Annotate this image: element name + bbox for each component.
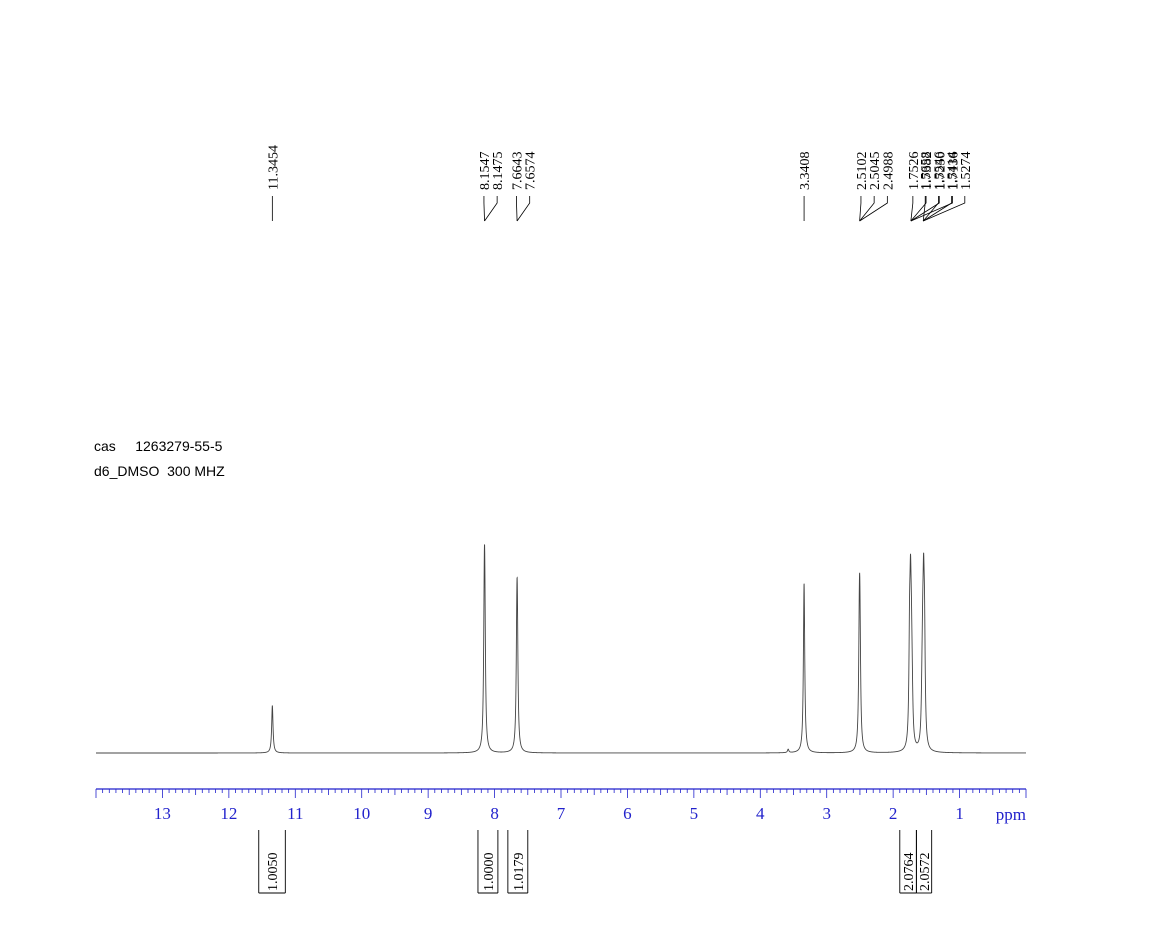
peak-leader-line [910, 196, 927, 222]
axis-tick-label: 2 [889, 804, 898, 823]
peak-label: 2.4988 [881, 152, 896, 191]
axis-tick-label: 6 [623, 804, 632, 823]
sample-solvent-label: d6_DMSO 300 MHZ [94, 463, 225, 479]
peak-leader-line [922, 196, 926, 222]
peak-label: 8.1475 [491, 152, 506, 191]
peak-leader-line [910, 196, 914, 222]
axis-tick-label: 8 [490, 804, 499, 823]
sample-cas-label: cas 1263279-55-5 [94, 438, 223, 454]
spectrum-layer [96, 544, 1026, 754]
peak-label: 7.6574 [524, 152, 539, 191]
axis-unit-label: ppm [996, 805, 1026, 824]
peak-label: 3.3408 [798, 152, 813, 191]
peak-leader-line [910, 196, 953, 222]
axis-tick-label: 5 [690, 804, 699, 823]
peak-leader-line [516, 196, 518, 222]
integral-value-label: 1.0000 [482, 853, 497, 892]
peak-label: 1.5414 [946, 152, 961, 191]
peak-label: 2.5045 [868, 152, 883, 191]
peak-label: 8.1547 [478, 152, 493, 191]
peak-leader-line [859, 196, 875, 222]
peak-label: 2.5102 [855, 152, 870, 191]
peak-leader-line [923, 196, 953, 222]
integral-value-label: 2.0764 [902, 853, 917, 892]
peak-label: 1.7526 [907, 152, 922, 191]
integrals-layer: 1.0050 1.0000 1.0179 2.0764 2.0572 [258, 830, 933, 894]
peak-label: 1.5658 [919, 152, 934, 191]
peak-label: 11.3454 [266, 145, 281, 190]
axis-tick-label: 12 [220, 804, 237, 823]
peak-leader-line [922, 196, 939, 222]
axis-tick-label: 7 [557, 804, 566, 823]
axis-tick-label: 4 [756, 804, 765, 823]
axis-tick-label: 1 [955, 804, 964, 823]
peak-leader-line [859, 196, 888, 222]
axis-tick-label: 9 [424, 804, 433, 823]
axis-tick-label: 11 [287, 804, 303, 823]
peak-leader-line [484, 196, 498, 222]
integral-value-label: 2.0572 [918, 853, 933, 892]
peak-label: 7.6643 [510, 152, 525, 191]
peak-label: 1.5546 [932, 152, 947, 191]
axis-tick-label: 13 [154, 804, 171, 823]
peak-label: 1.5274 [959, 152, 974, 191]
ppm-axis: 13 12 11 10 9 8 7 6 5 4 3 2 1 ppm [95, 788, 1027, 824]
peak-label: 1.7136 [946, 152, 961, 191]
axis-tick-label: 3 [822, 804, 831, 823]
integral-value-label: 1.0050 [266, 853, 281, 892]
integral-value-label: 1.0179 [512, 853, 527, 892]
peak-leader-line [859, 196, 862, 222]
peak-label: 1.7382 [920, 152, 935, 191]
peak-label: 1.7250 [933, 152, 948, 191]
peak-leader-line [516, 196, 531, 222]
peak-leader-line [483, 196, 485, 222]
peak-leader-line [910, 196, 940, 222]
axis-tick-label: 10 [353, 804, 370, 823]
peak-leader-line [923, 196, 966, 222]
spectrum-trace [96, 544, 1026, 754]
